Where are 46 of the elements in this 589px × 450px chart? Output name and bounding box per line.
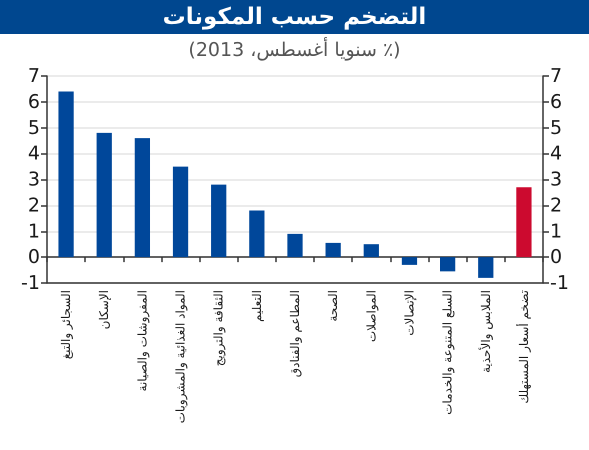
y-tick-label: 4 [28,142,40,165]
bar [211,184,226,258]
y-tick-label: -1 [21,272,40,294]
y2-tick-label: 5 [550,116,562,139]
bar [172,166,188,258]
y-tick-label: 2 [28,194,40,216]
x-tick-label: المواصلات [364,290,378,342]
y2-tick-label: 1 [550,220,562,242]
y-tick-label: 0 [28,246,40,268]
bar [96,132,112,258]
chart-subtitle: (٪ سنويا أغسطس، 2013) [187,36,402,63]
y-tick-label: 7 [28,65,40,87]
bar [440,257,456,272]
bar [58,92,74,258]
x-tick-label: الملابس والأحذية [478,290,493,374]
x-tick-label: المطاعم والفنادق [288,290,302,378]
y-tick-label: 6 [28,90,40,113]
bar [516,187,532,258]
bar [402,257,418,265]
y2-tick-label: 6 [550,90,562,113]
y-tick-label: 5 [28,116,40,139]
x-tick-label: تضخم أسعار المستهلك [516,290,531,404]
x-tick-label: الصحة [326,290,340,322]
x-tick-label: الإسكان [97,290,112,330]
y2-tick-label: 3 [550,168,562,190]
x-tick-label: السجائر والتبغ [59,290,74,360]
chart-title: التضخم حسب المكونات [0,0,589,34]
x-tick-label: التعليم [250,290,264,322]
y2-tick-label: 2 [550,194,562,216]
y-tick-label: 1 [28,220,40,242]
y2-tick-label: 0 [550,246,562,268]
x-tick-label: الإتصالات [402,290,416,336]
bar [134,138,150,258]
bar [249,210,264,258]
y2-tick-label: 7 [550,65,562,87]
y2-tick-label: 4 [550,142,562,165]
x-tick-label: المواد الغذائية والمشروبات [174,290,188,424]
x-tick-label: المفروشات والصيانة [135,290,150,392]
y2-tick-label: -1 [550,272,569,294]
bar [478,257,494,278]
x-tick-label: الثقافة والترويج [212,290,226,366]
y-tick-label: 3 [28,168,40,190]
x-tick-label: السلع المتنوعة والخدمات [440,290,455,415]
bar [326,242,341,258]
bar [364,244,379,258]
bar [287,234,303,258]
